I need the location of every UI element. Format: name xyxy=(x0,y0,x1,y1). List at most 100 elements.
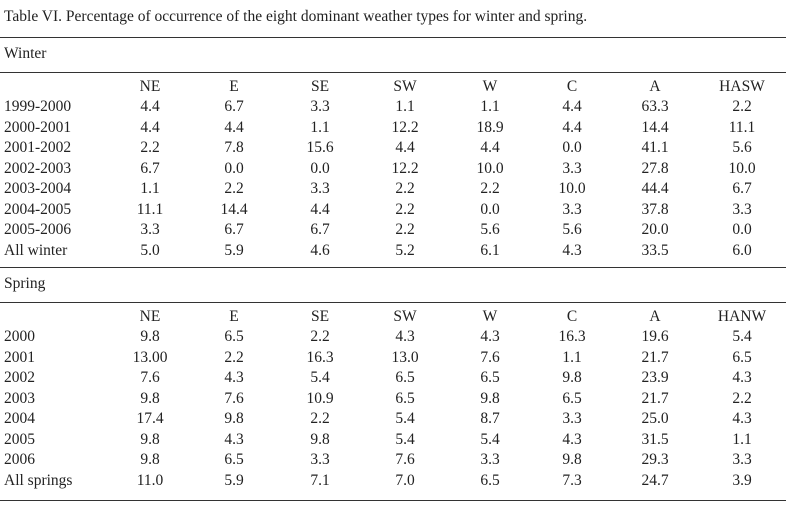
cell: 5.0 xyxy=(140,241,160,259)
row-label: 2004-2005 xyxy=(4,200,72,218)
bottom-rule xyxy=(0,500,786,501)
cell: 12.2 xyxy=(391,159,419,177)
cell: 10.0 xyxy=(558,180,586,197)
top-rule xyxy=(0,37,786,38)
row-label: All springs xyxy=(4,471,73,489)
cell: 4.6 xyxy=(310,241,330,259)
cell: 9.8 xyxy=(140,389,160,407)
cell: 4.4 xyxy=(224,118,244,136)
cell: 4.3 xyxy=(224,369,244,386)
section-label: Spring xyxy=(4,275,46,292)
cell: 9.8 xyxy=(140,451,160,468)
cell: 2.2 xyxy=(732,98,752,115)
table-title: Table VI. Percentage of occurrence of th… xyxy=(4,8,588,25)
cell: 16.3 xyxy=(306,348,334,366)
cell: 2.2 xyxy=(395,180,415,197)
cell: 10.0 xyxy=(476,159,504,177)
cell: 6.5 xyxy=(480,369,500,386)
row-label: 2001-2002 xyxy=(4,139,72,156)
row-label: 2000-2001 xyxy=(4,118,72,136)
cell: 9.8 xyxy=(562,451,582,468)
cell: 4.4 xyxy=(395,139,415,156)
cell: 5.4 xyxy=(395,410,415,427)
cell: 16.3 xyxy=(558,328,586,345)
cell: 7.3 xyxy=(562,471,582,489)
cell: 6.5 xyxy=(732,348,752,366)
cell: 1.1 xyxy=(732,430,752,448)
column-header: E xyxy=(229,78,239,95)
cell: 24.7 xyxy=(641,471,669,489)
cell: 5.6 xyxy=(732,139,752,156)
cell: 2.2 xyxy=(395,221,415,238)
cell: 3.3 xyxy=(562,159,582,177)
column-header: HANW xyxy=(717,308,767,325)
cell: 2.2 xyxy=(224,348,244,366)
cell: 14.4 xyxy=(641,118,669,136)
cell: 11.1 xyxy=(728,118,756,136)
row-label: 2002 xyxy=(4,369,35,386)
cell: 4.3 xyxy=(562,430,582,448)
column-header: E xyxy=(229,308,239,325)
cell: 11.0 xyxy=(136,471,164,489)
cell: 10.0 xyxy=(728,159,756,177)
cell: 0.0 xyxy=(480,200,500,218)
cell: 7.6 xyxy=(395,451,415,468)
cell: 9.8 xyxy=(562,369,582,386)
column-header: W xyxy=(482,78,498,95)
cell: 5.6 xyxy=(480,221,500,238)
cell: 7.0 xyxy=(395,471,415,489)
cell: 3.3 xyxy=(562,410,582,427)
cell: 18.9 xyxy=(476,118,504,136)
cell: 3.3 xyxy=(480,451,500,468)
cell: 4.3 xyxy=(480,328,500,345)
cell: 9.8 xyxy=(224,410,244,427)
cell: 5.4 xyxy=(310,369,330,386)
cell: 21.7 xyxy=(641,389,669,407)
cell: 6.7 xyxy=(140,159,160,177)
cell: 4.4 xyxy=(562,118,582,136)
cell: 3.9 xyxy=(732,471,752,489)
cell: 3.3 xyxy=(562,200,582,218)
cell: 5.4 xyxy=(732,328,752,345)
cell: 3.3 xyxy=(310,98,330,115)
cell: 7.6 xyxy=(140,369,160,386)
cell: 7.8 xyxy=(224,139,244,156)
cell: 6.7 xyxy=(310,221,330,238)
row-label: 2002-2003 xyxy=(4,159,72,177)
cell: 8.7 xyxy=(480,410,500,427)
cell: 4.3 xyxy=(732,369,752,386)
row-label: 2003 xyxy=(4,389,35,407)
column-header: A xyxy=(649,308,661,325)
cell: 3.3 xyxy=(140,221,160,238)
column-header: HASW xyxy=(719,78,765,95)
cell: 2.2 xyxy=(224,180,244,197)
cell: 11.1 xyxy=(136,200,164,218)
cell: 2.2 xyxy=(395,200,415,218)
row-label: 2003-2004 xyxy=(4,180,72,197)
section-label: Winter xyxy=(4,45,47,62)
cell: 7.1 xyxy=(310,471,330,489)
cell: 3.3 xyxy=(732,200,752,218)
cell: 1.1 xyxy=(395,98,415,115)
cell: 2.2 xyxy=(480,180,500,197)
cell: 1.1 xyxy=(562,348,582,366)
cell: 33.5 xyxy=(641,241,669,259)
cell: 4.4 xyxy=(140,98,160,115)
row-label: 2006 xyxy=(4,451,35,468)
section-rule xyxy=(0,72,786,73)
cell: 10.9 xyxy=(306,389,334,407)
column-header: SW xyxy=(393,308,417,325)
cell: 41.1 xyxy=(641,139,669,156)
cell: 21.7 xyxy=(641,348,669,366)
column-header: SE xyxy=(310,78,330,95)
cell: 5.9 xyxy=(224,471,244,489)
cell: 2.2 xyxy=(310,410,330,427)
cell: 5.6 xyxy=(562,221,582,238)
cell: 9.8 xyxy=(140,328,160,345)
cell: 13.0 xyxy=(391,348,419,366)
cell: 6.5 xyxy=(224,328,244,345)
cell: 4.3 xyxy=(395,328,415,345)
cell: 9.8 xyxy=(480,389,500,407)
cell: 3.3 xyxy=(732,451,752,468)
